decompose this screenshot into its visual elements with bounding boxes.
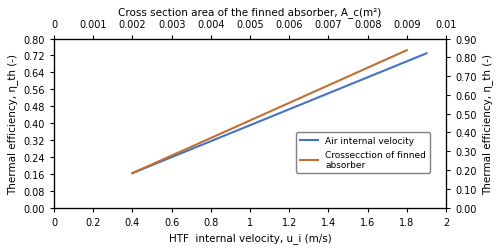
- Y-axis label: Thermal efficiency, η_th (-): Thermal efficiency, η_th (-): [482, 53, 493, 194]
- X-axis label: HTF  internal velocity, u_i (m/s): HTF internal velocity, u_i (m/s): [168, 232, 332, 243]
- Line: Crossecction of finned
absorber: Crossecction of finned absorber: [132, 51, 407, 174]
- Y-axis label: Thermal efficiency, η_th (-): Thermal efficiency, η_th (-): [7, 53, 18, 194]
- Crossecction of finned
absorber: [404, 50, 410, 52]
- X-axis label: Cross section area of the finned absorber, A_c(m²): Cross section area of the finned absorbe…: [118, 7, 382, 18]
- Air internal velocity: [424, 52, 430, 56]
- Line: Air internal velocity: Air internal velocity: [132, 54, 426, 174]
- Air internal velocity: [130, 172, 136, 175]
- Crossecction of finned
absorber: [130, 172, 136, 175]
- Legend: Air internal velocity, Crossecction of finned
absorber: Air internal velocity, Crossecction of f…: [296, 133, 430, 173]
